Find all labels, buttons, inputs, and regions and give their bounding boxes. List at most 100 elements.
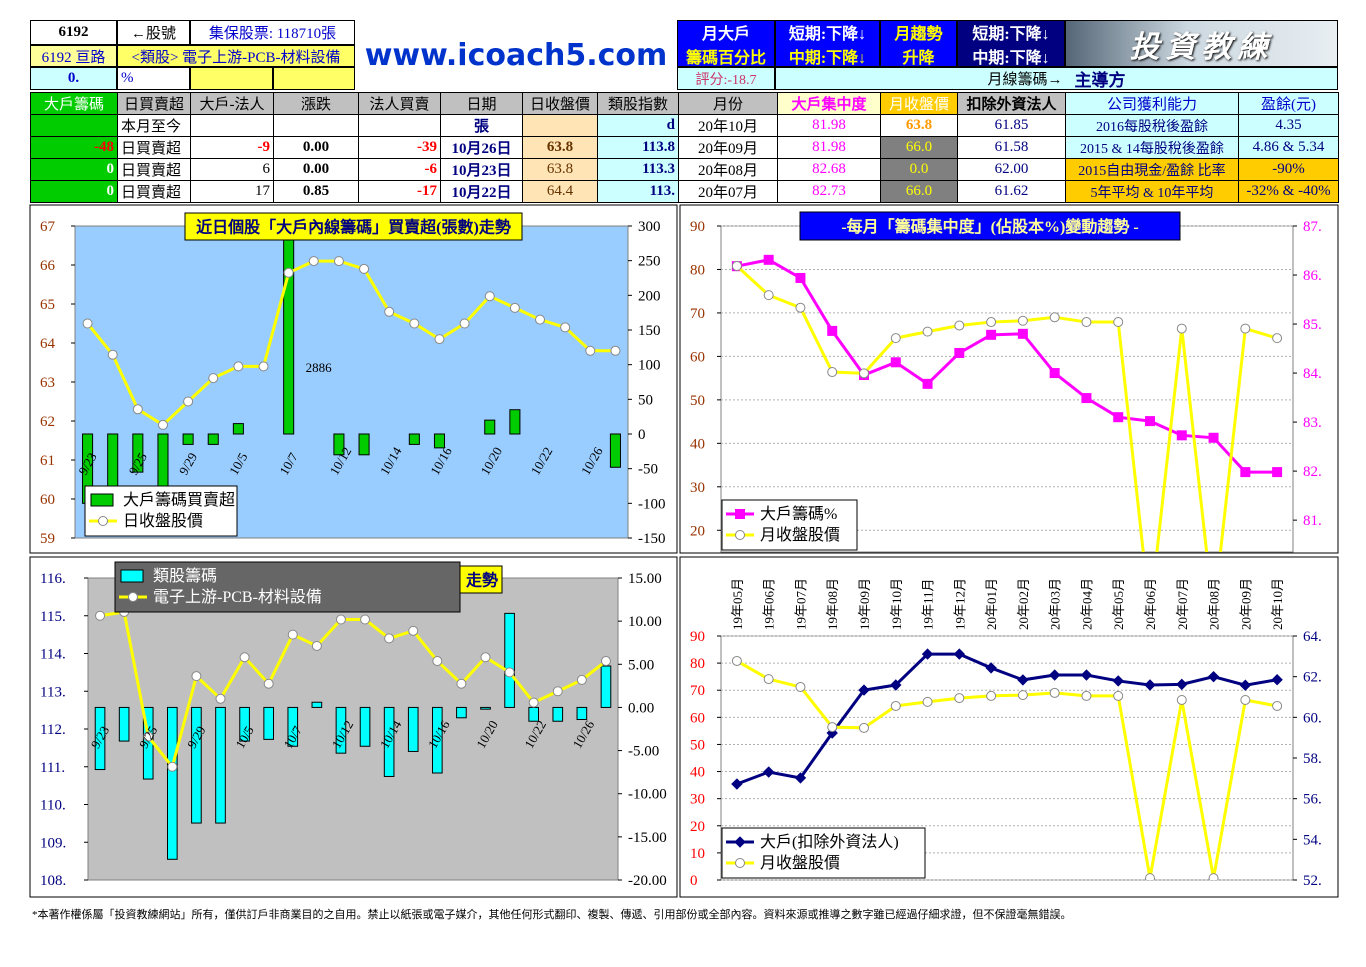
y-tick-label: 111. [40,760,65,776]
x-tick-label: 20年03月 [1048,578,1063,630]
monthly-chip: 月線籌碼→ 主導方 [775,67,1338,90]
marker [953,648,966,660]
marker [143,731,154,742]
series-group [82,226,621,504]
y-tick-label: 66 [40,258,56,274]
cell: 日買賣超 [117,136,191,159]
cell: 81.98 [777,136,881,159]
y2-tick-label: 10.00 [628,614,662,630]
bar [118,706,130,742]
legend-box [721,499,858,551]
table-row: -48 日買賣超 -9 0.00 -39 10月26日 63.8 113.8 20年09月 81.… [30,136,1339,159]
marker [1017,315,1028,326]
marker [335,614,346,625]
cell [30,114,118,137]
marker [735,530,745,540]
cell: 66.0 [880,136,958,159]
cell: 113.8 [597,136,679,159]
sector: <類股> 電子上游-PCB-材料設備 [117,45,355,67]
header-cell: 日期 [440,92,523,115]
y-tick-label: 80 [690,656,705,672]
x-tick-label: 20年09月 [1238,578,1253,630]
marker [763,674,774,685]
text: 月線籌碼→ [987,72,1063,88]
y2-tick-label: 0 [638,427,646,443]
text: 籌碼百分比 [685,49,766,67]
cell: 日買賣超 [117,158,191,181]
marker [890,333,901,344]
marker [504,667,515,678]
cell [522,114,598,137]
y2-tick-label: 85. [1303,317,1322,333]
y-tick-label: 112. [40,722,66,738]
marker [921,648,934,660]
marker [359,263,370,274]
marker [208,373,219,384]
cell [190,67,273,90]
text: 中期:下降↓ [788,49,867,67]
x-tick-label: 20年07月 [1175,578,1190,630]
y-tick-label: 116. [40,571,66,587]
logo: 投資教練 [1065,20,1338,67]
y2-tick-label: -10.00 [628,787,667,803]
y-tick-label: 50 [690,737,705,753]
marker [1176,694,1187,705]
y-tick-label: 30 [690,480,705,496]
marker [1017,328,1028,339]
marker [731,655,742,666]
trend: 短期:下降↓ 中期:下降↓ [957,20,1065,67]
legend-label: 日收盤股價 [123,512,203,530]
title-box [184,212,523,241]
marker [1176,678,1188,691]
marker [333,256,344,267]
marker [1271,674,1283,686]
bar [504,612,515,708]
y2-tick-label: -50 [638,462,658,478]
y2-tick-label: -150 [638,531,666,547]
marker [734,836,746,848]
x-tick-label: 20年10月 [1270,578,1285,630]
y2-tick-label: 54. [1303,832,1322,848]
line [99,610,607,771]
bar [484,419,496,435]
cell: 113. [597,180,679,203]
cell: 20年08月 [678,158,778,181]
bar [359,706,371,747]
code-label: ←股號 [117,20,190,45]
marker [827,722,838,733]
header-cell: 漲跌 [273,92,359,115]
text: 短期:下降↓ [788,25,867,43]
legend-label: 大戶籌碼買賣超 [123,491,235,509]
marker [954,693,965,704]
y-tick-label: 114. [40,647,66,663]
cell: 17 [190,180,274,203]
x-tick-label: 20年02月 [1016,578,1031,630]
y2-tick-label: 87. [1303,219,1322,235]
cell [273,67,355,90]
y-tick-label: 90 [690,629,705,645]
cell: 0.00 [273,136,359,159]
y-tick-label: 64 [40,336,56,352]
marker [308,256,319,267]
cell: 本月至今 [117,114,191,137]
bar [207,433,219,445]
legend-swatch [90,493,114,507]
chart-title: -每月「籌碼集中度」(佔股本%)變動趨勢 - [841,217,1138,236]
y-tick-label: 60 [690,710,705,726]
marker [735,509,745,519]
y-tick-label: 113. [40,684,66,700]
bar [509,409,521,435]
y2-tick-label: 60. [1303,710,1322,726]
header-cell: 月收盤價 [880,92,958,115]
y-tick-label: 59 [40,531,55,547]
cell: 61.62 [957,180,1066,203]
marker [408,625,419,636]
footer: *本著作權係屬「投資教練網站」所有，僅供訂戶非商業目的之自用。禁止以紙張或電子媒… [32,907,1072,921]
header-cell: 大戶籌碼 [30,92,118,115]
marker [735,858,745,868]
x-tick-label: 19年08月 [825,578,840,630]
marker [258,361,269,372]
table-row: 本月至今 張 d 20年10月 81.98 63.8 61.85 2016每股稅後盈餘 4.35 [30,114,1339,137]
cell: -48 [30,136,118,159]
bar [433,433,446,449]
